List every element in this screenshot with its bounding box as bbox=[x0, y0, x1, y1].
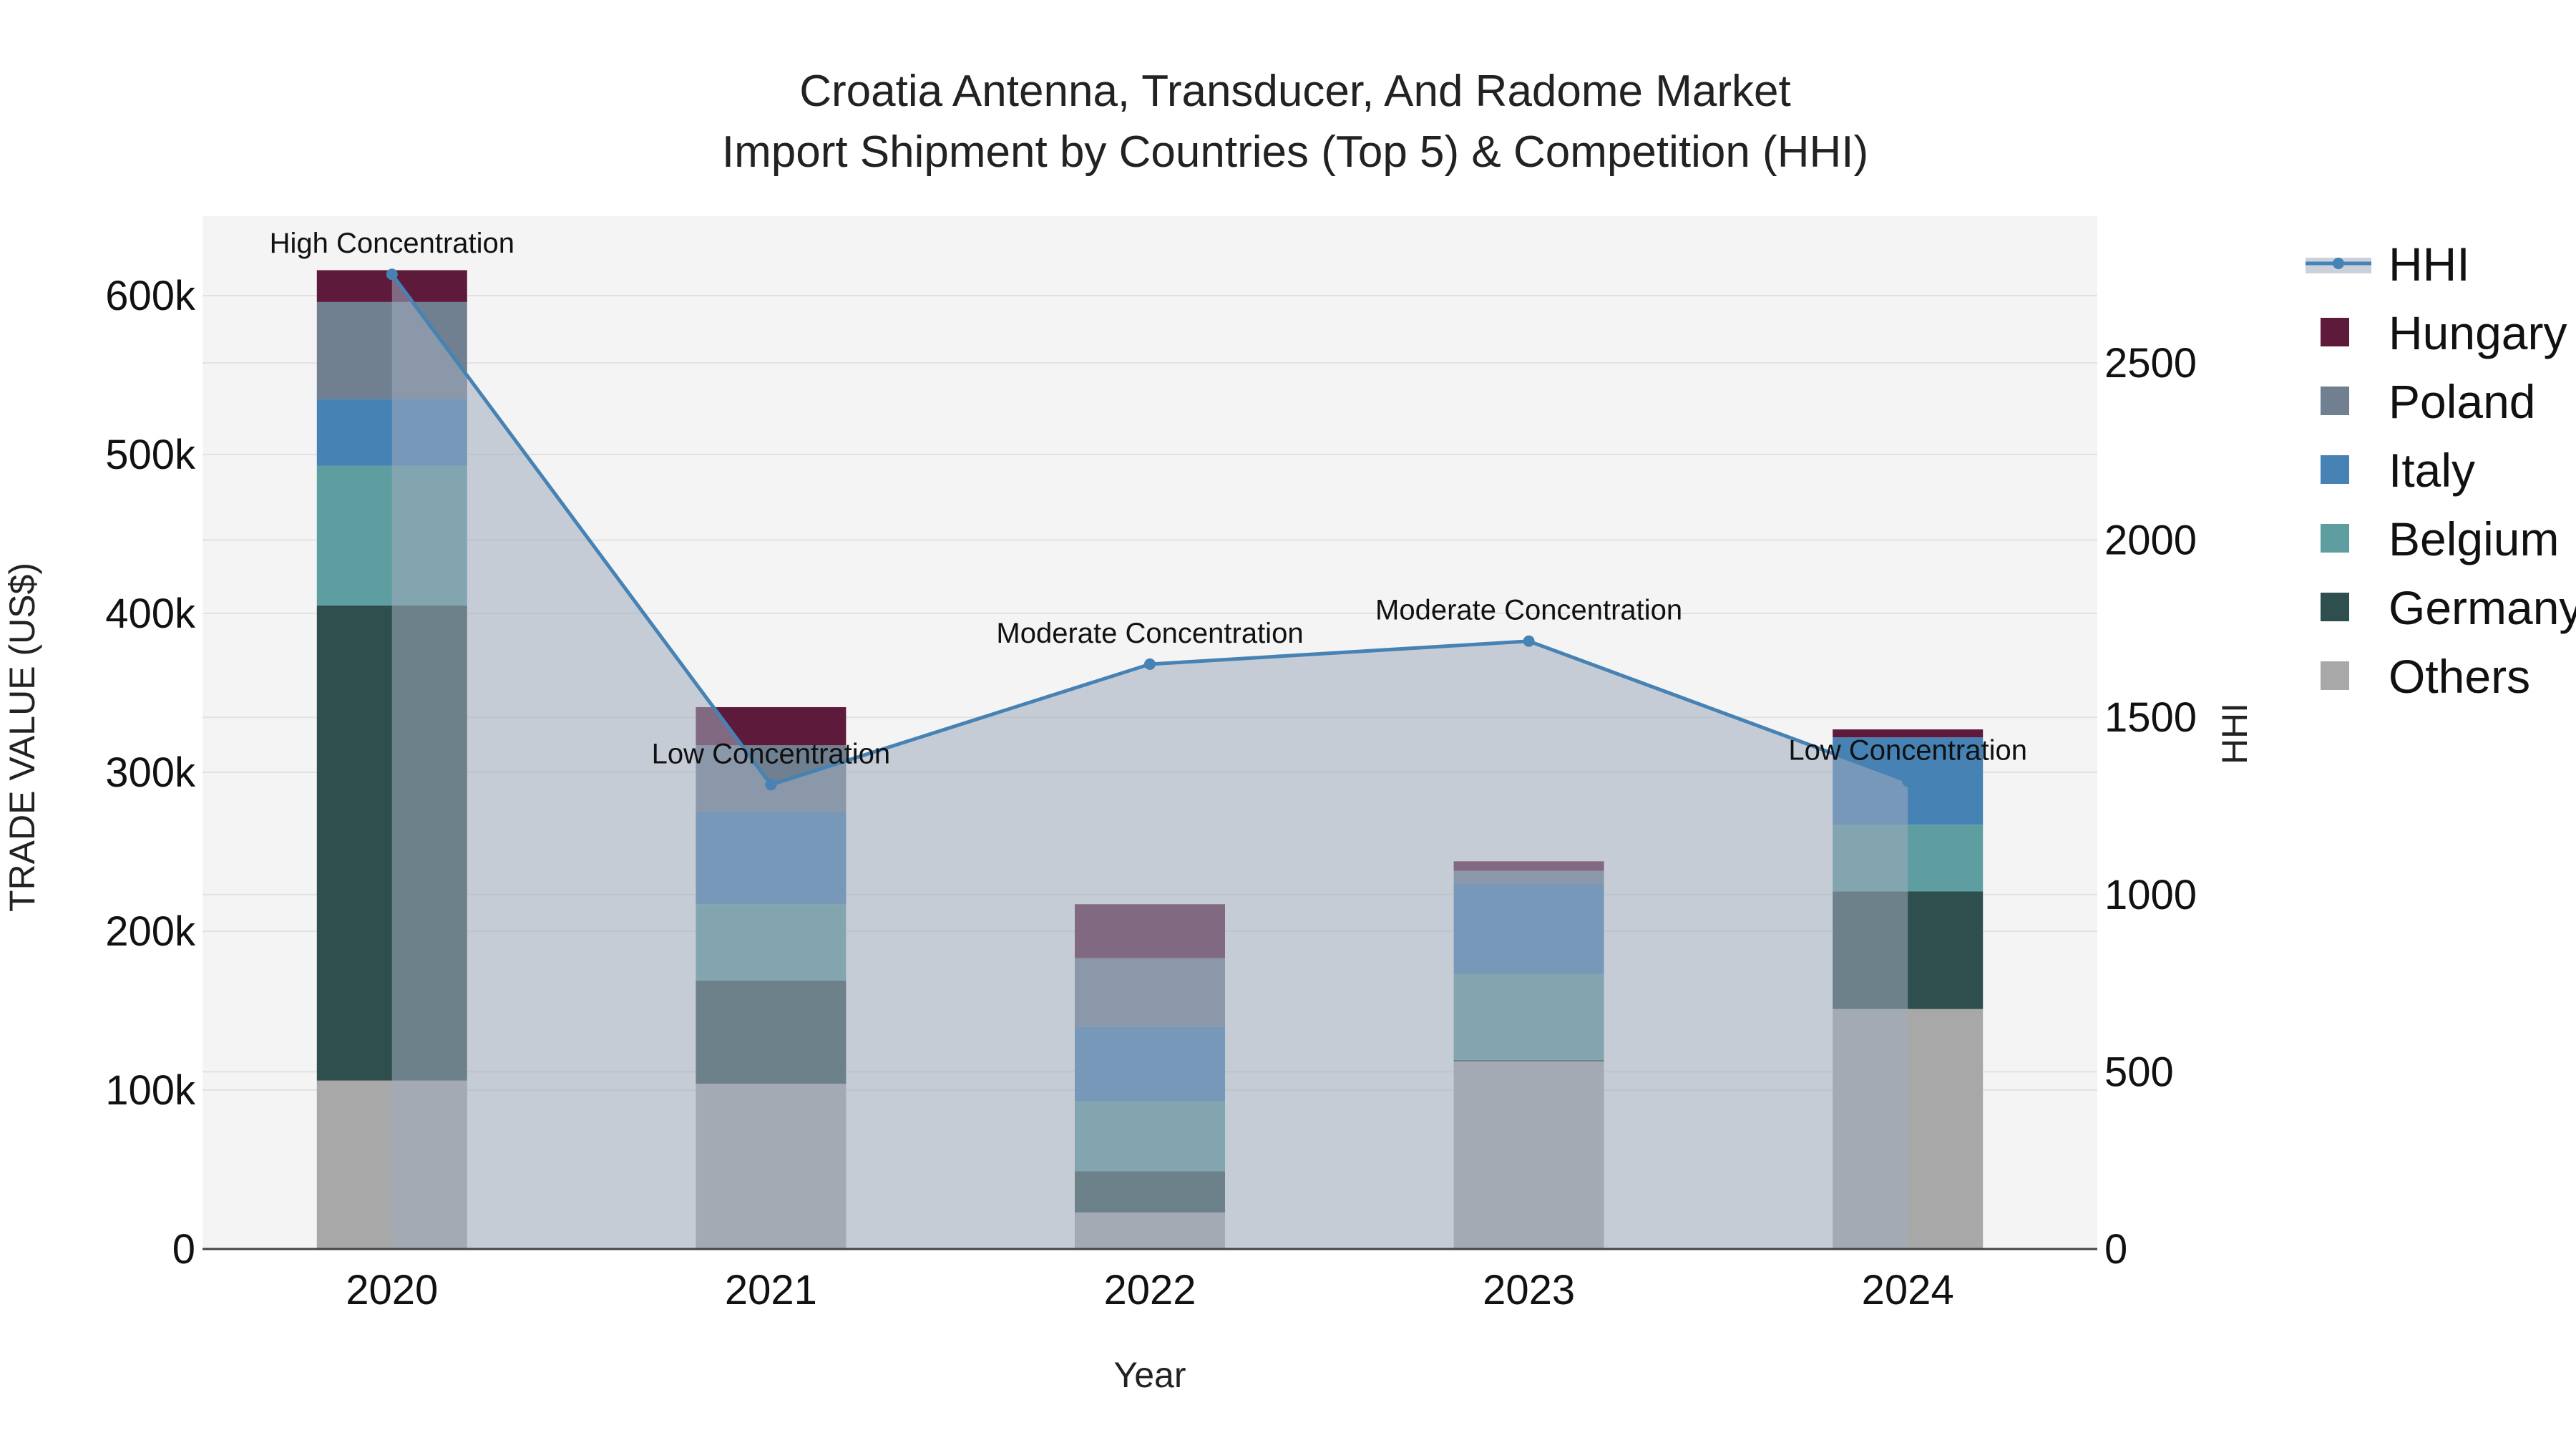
hhi-annotation-2020: High Concentration bbox=[270, 228, 514, 259]
hhi-annotation-2022: Moderate Concentration bbox=[996, 618, 1303, 649]
hhi-point-2022 bbox=[1144, 658, 1156, 670]
x-tick-label: 2022 bbox=[1103, 1267, 1196, 1313]
hhi-point-2023 bbox=[1523, 635, 1535, 647]
hhi-annotation-2021: Low Concentration bbox=[652, 738, 891, 769]
legend-swatch-germany bbox=[2321, 593, 2349, 621]
hhi-point-2024 bbox=[1902, 775, 1914, 787]
y-tick-label: 300k bbox=[105, 749, 196, 796]
legend-swatch-poland bbox=[2321, 387, 2349, 415]
y2-tick-label: 2000 bbox=[2104, 517, 2197, 564]
legend-label-belgium: Belgium bbox=[2389, 512, 2559, 565]
y2-tick-label: 500 bbox=[2104, 1049, 2174, 1095]
bar-hungary-2024 bbox=[1833, 729, 1984, 738]
hhi-point-2021 bbox=[765, 779, 777, 791]
legend-label-others: Others bbox=[2389, 650, 2530, 703]
legend-swatch-hhi-marker bbox=[2333, 258, 2344, 269]
legend-swatch-italy bbox=[2321, 455, 2349, 484]
legend-label-hungary: Hungary bbox=[2389, 306, 2567, 359]
hhi-series: High Concentration Low Concentration Moder… bbox=[270, 228, 2027, 1250]
y-tick-label: 200k bbox=[105, 908, 196, 955]
legend-label-germany: Germany bbox=[2389, 581, 2576, 634]
legend: HHI Hungary Poland Italy Belgium Germany Other… bbox=[2306, 238, 2576, 703]
y2-tick-label: 1500 bbox=[2104, 694, 2197, 741]
x-tick-label: 2020 bbox=[346, 1267, 438, 1313]
legend-label-italy: Italy bbox=[2389, 444, 2475, 497]
y-tick-label: 100k bbox=[105, 1067, 196, 1114]
x-tick-label: 2023 bbox=[1483, 1267, 1575, 1313]
x-tick-label: 2024 bbox=[1862, 1267, 1954, 1313]
x-axis-ticks: 2020 2021 2022 2023 2024 bbox=[346, 1267, 1953, 1313]
hhi-point-2020 bbox=[386, 268, 398, 281]
legend-label-poland: Poland bbox=[2389, 375, 2536, 428]
x-axis-title: Year bbox=[1113, 1355, 1186, 1395]
y-tick-label: 500k bbox=[105, 432, 196, 478]
y-axis-ticks: 0 100k 200k 300k 400k 500k 600k bbox=[105, 273, 196, 1273]
x-tick-label: 2021 bbox=[725, 1267, 817, 1313]
y-tick-label: 0 bbox=[172, 1226, 195, 1273]
y2-axis-ticks: 0 500 1000 1500 2000 2500 bbox=[2104, 340, 2197, 1273]
y2-tick-label: 1000 bbox=[2104, 872, 2197, 918]
legend-label-hhi: HHI bbox=[2389, 238, 2470, 291]
y2-axis-title: HHI bbox=[2215, 703, 2255, 764]
legend-swatch-others bbox=[2321, 661, 2349, 690]
chart-title-line1: Croatia Antenna, Transducer, And Radome … bbox=[799, 67, 1790, 116]
legend-swatch-belgium bbox=[2321, 524, 2349, 553]
chart-title-line2: Import Shipment by Countries (Top 5) & C… bbox=[722, 127, 1868, 177]
hhi-area bbox=[391, 274, 1908, 1250]
y2-tick-label: 0 bbox=[2104, 1226, 2127, 1273]
hhi-annotation-2024: Low Concentration bbox=[1788, 734, 2027, 766]
legend-swatch-hungary bbox=[2321, 318, 2349, 346]
hhi-annotation-2023: Moderate Concentration bbox=[1375, 595, 1682, 626]
y2-tick-label: 2500 bbox=[2104, 340, 2197, 387]
y-tick-label: 400k bbox=[105, 591, 196, 637]
y-tick-label: 600k bbox=[105, 273, 196, 319]
y-axis-title: TRADE VALUE (US$) bbox=[2, 563, 42, 912]
